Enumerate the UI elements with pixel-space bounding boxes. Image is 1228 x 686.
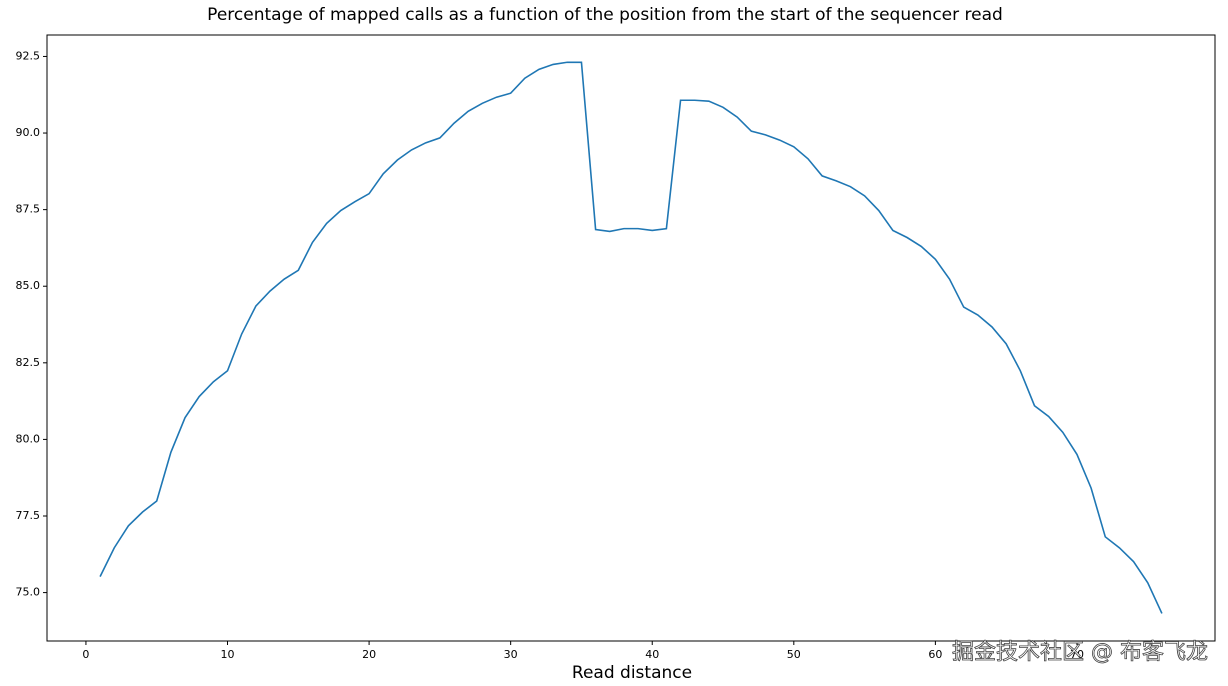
y-tick-label: 77.5 [16, 509, 41, 522]
y-tick-label: 92.5 [16, 49, 41, 62]
data-line [99, 61, 1163, 614]
plot-frame [46, 34, 1216, 642]
x-tick-label: 70 [1070, 648, 1084, 661]
y-tick-label: 82.5 [16, 356, 41, 369]
y-tick-label: 90.0 [16, 126, 41, 139]
y-tick-label: 80.0 [16, 432, 41, 445]
x-tick-label: 10 [221, 648, 235, 661]
x-tick-label: 40 [645, 648, 659, 661]
x-tick-label: 0 [82, 648, 89, 661]
x-tick-label: 30 [504, 648, 518, 661]
watermark: 掘金技术社区 @ 布客飞龙 [952, 640, 1208, 665]
chart-title: Percentage of mapped calls as a function… [207, 5, 1003, 25]
y-tick-label: 85.0 [16, 279, 41, 292]
y-tick-label: 87.5 [16, 203, 41, 216]
x-axis-label: Read distance [572, 663, 692, 683]
x-tick-label: 60 [928, 648, 942, 661]
y-tick-label: 75.0 [16, 586, 41, 599]
x-tick-label: 20 [362, 648, 376, 661]
x-tick-label: 50 [787, 648, 801, 661]
